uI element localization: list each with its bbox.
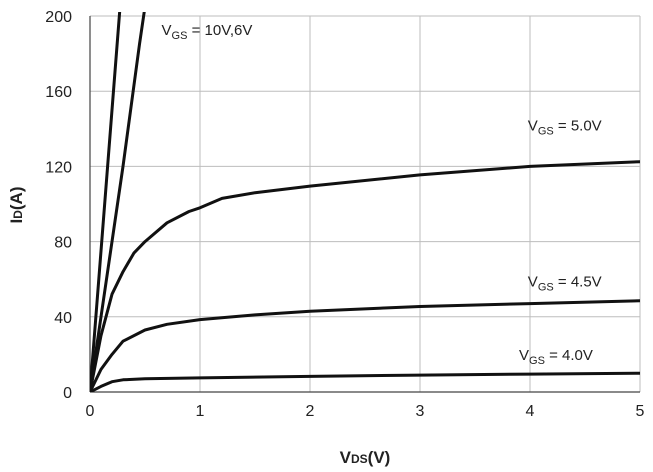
data-series <box>90 12 640 392</box>
series-line-2 <box>90 12 146 392</box>
curve-label: VGS = 5.0V <box>528 118 602 138</box>
y-tick-label: 80 <box>54 235 72 252</box>
x-tick-label: 1 <box>196 403 205 420</box>
y-tick-label: 120 <box>45 159 72 176</box>
y-tick-label: 40 <box>54 310 72 327</box>
axes <box>89 16 640 393</box>
series-line-3 <box>90 160 640 392</box>
series-line-1 <box>90 12 122 392</box>
x-axis-title: VDS(V) <box>340 448 391 467</box>
y-tick-label: 200 <box>45 9 72 26</box>
tick-labels: 0 1 2 3 4 5 0 40 80 120 160 200 <box>45 9 644 420</box>
y-tick-label: 0 <box>63 385 72 402</box>
x-tick-label: 5 <box>636 403 645 420</box>
curve-label: VGS = 10V,6V <box>162 22 253 42</box>
y-axis-title: ID(A) <box>7 186 26 223</box>
curve-label: VGS = 4.5V <box>528 274 602 294</box>
series-line-5 <box>90 371 640 392</box>
x-tick-label: 0 <box>86 403 95 420</box>
curve-label: VGS = 4.0V <box>519 347 593 367</box>
x-tick-label: 4 <box>526 403 535 420</box>
y-tick-label: 160 <box>45 84 72 101</box>
curve-labels: VGS = 10V,6V VGS = 5.0V VGS = 4.5V VGS = 4.… <box>162 22 602 367</box>
x-tick-label: 3 <box>416 403 425 420</box>
x-tick-label: 2 <box>306 403 315 420</box>
series-line-4 <box>90 299 640 392</box>
